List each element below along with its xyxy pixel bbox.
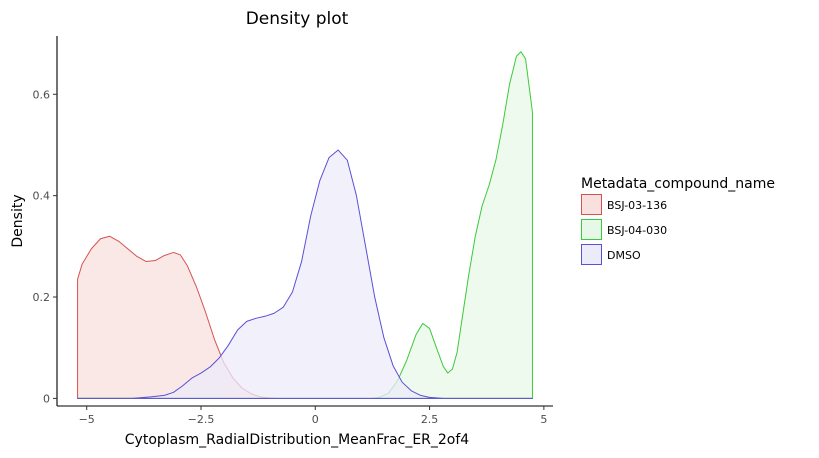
legend-swatch-bsj-04-030	[581, 219, 602, 240]
x-axis-title: Cytoplasm_RadialDistribution_MeanFrac_ER…	[125, 432, 470, 448]
x-tick-label: −2.5	[188, 413, 215, 426]
y-tick-label: 0.2	[33, 291, 51, 304]
axes-layer: −5 −2.5 0 2.5 5 0 0.2 0.4 0.6	[33, 36, 553, 426]
legend-label-bsj-03-136: BSJ-03-136	[607, 199, 667, 212]
x-tick-label: 2.5	[421, 413, 439, 426]
legend-label-bsj-04-030: BSJ-04-030	[607, 224, 667, 237]
x-tick-label: 0	[312, 413, 319, 426]
legend-title: Metadata_compound_name	[581, 176, 775, 192]
y-tick-label: 0.4	[33, 190, 51, 203]
y-tick-label: 0	[43, 392, 50, 405]
legend-items: BSJ-03-136 BSJ-04-030 DMSO	[581, 194, 667, 265]
density-area-bsj-04-030	[77, 51, 533, 399]
x-tick-label: 5	[540, 413, 547, 426]
y-axis-title: Density	[10, 194, 26, 247]
legend-swatch-bsj-03-136	[581, 194, 602, 215]
y-tick-label: 0.6	[33, 88, 51, 101]
series-layer	[77, 51, 533, 399]
legend: Metadata_compound_name BSJ-03-136 BSJ-04-…	[581, 176, 775, 265]
legend-label-dmso: DMSO	[607, 249, 641, 262]
density-area-dmso	[77, 149, 533, 399]
chart-title: Density plot	[246, 9, 349, 29]
x-tick-label: −5	[79, 413, 95, 426]
legend-swatch-dmso	[581, 244, 602, 265]
